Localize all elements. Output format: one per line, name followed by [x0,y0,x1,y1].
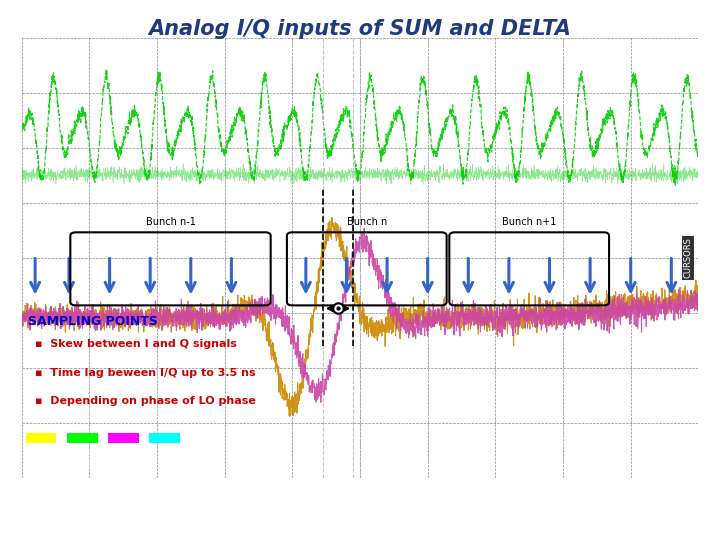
Text: Analog I/Q inputs of SUM and DELTA: Analog I/Q inputs of SUM and DELTA [148,19,572,39]
Text: ▪  Time lag beween I/Q up to 3.5 ns: ▪ Time lag beween I/Q up to 3.5 ns [35,368,256,378]
Text: 03. Dec 2015: 03. Dec 2015 [210,509,294,522]
Text: Bunch n: Bunch n [346,217,387,227]
Bar [67,434,97,443]
Text: SAMPLING POINTS: SAMPLING POINTS [28,315,158,328]
Bar [108,434,138,443]
Bar [26,434,56,443]
Text: CURSORS: CURSORS [684,238,693,278]
Text: Bunch n+1: Bunch n+1 [502,217,557,227]
Bar [149,434,179,443]
Text: ▪  Skew between I and Q signals: ▪ Skew between I and Q signals [35,339,237,349]
Text: C1          C2          C4
 50.0mV   90.2mV  100mV/d
-1.384V   1.307V   275.0mV
: C1 C2 C4 50.0mV 90.2mV 100mV/d -1.384V 1… [26,445,122,479]
Text: ▪  Depending on phase of LO phase: ▪ Depending on phase of LO phase [35,396,256,407]
Text: Tbase  20.4ns  Trigger  22mV
   10.0 ns/div  Bupc    22mV
  1kΩ  10 GS/s  Edge  : Tbase 20.4ns Trigger 22mV 10.0 ns/div Bu… [534,434,628,462]
Text: Bunch n-1: Bunch n-1 [145,217,195,227]
Text: CERN: CERN [39,511,62,520]
Text: 9: 9 [665,508,675,523]
Text: SPS Damper - Gerd Kotzian: SPS Damper - Gerd Kotzian [361,509,531,522]
